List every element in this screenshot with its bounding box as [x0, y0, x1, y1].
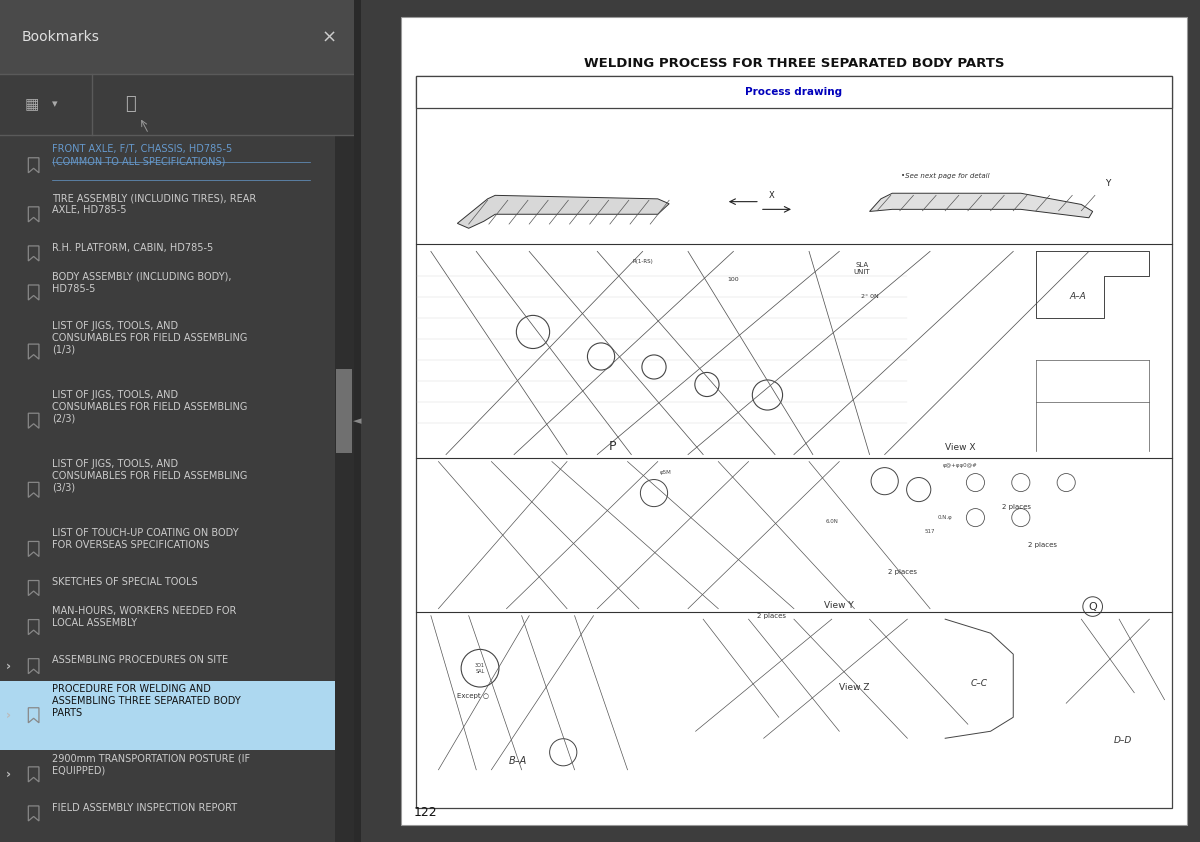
- Text: X: X: [769, 190, 775, 200]
- Text: R.H. PLATFORM, CABIN, HD785-5: R.H. PLATFORM, CABIN, HD785-5: [53, 242, 214, 253]
- Text: TIRE ASSEMBLY (INCLUDING TIRES), REAR
AXLE, HD785-5: TIRE ASSEMBLY (INCLUDING TIRES), REAR AX…: [53, 194, 257, 216]
- Text: 100: 100: [727, 277, 739, 282]
- Text: View X: View X: [946, 443, 976, 452]
- Text: ×: ×: [322, 28, 337, 46]
- Text: Except ○: Except ○: [457, 693, 490, 699]
- Text: 517: 517: [925, 529, 935, 534]
- Text: P: P: [608, 440, 616, 453]
- Text: LIST OF TOUCH-UP COATING ON BODY
FOR OVERSEAS SPECIFICATIONS: LIST OF TOUCH-UP COATING ON BODY FOR OVE…: [53, 528, 239, 550]
- Text: FIELD ASSEMBLY INSPECTION REPORT: FIELD ASSEMBLY INSPECTION REPORT: [53, 802, 238, 813]
- Bar: [415, 76, 1172, 808]
- Text: SLA
UNIT: SLA UNIT: [853, 263, 870, 275]
- Bar: [415, 76, 1172, 108]
- Text: φ5M: φ5M: [660, 470, 671, 475]
- Text: 0.N.φ: 0.N.φ: [938, 515, 953, 520]
- Text: ▦: ▦: [25, 97, 40, 112]
- Text: R(1-RS): R(1-RS): [632, 259, 653, 264]
- Text: 2° 0N: 2° 0N: [860, 295, 878, 300]
- Polygon shape: [457, 195, 670, 228]
- Text: LIST OF JIGS, TOOLS, AND
CONSUMABLES FOR FIELD ASSEMBLING
(2/3): LIST OF JIGS, TOOLS, AND CONSUMABLES FOR…: [53, 390, 247, 424]
- Text: B–A: B–A: [509, 755, 527, 765]
- Text: Process drawing: Process drawing: [745, 87, 842, 97]
- Text: WELDING PROCESS FOR THREE SEPARATED BODY PARTS: WELDING PROCESS FOR THREE SEPARATED BODY…: [583, 56, 1004, 70]
- Bar: [335, 135, 354, 842]
- Text: C–C: C–C: [971, 679, 988, 688]
- Text: Q: Q: [1088, 601, 1097, 611]
- Text: MAN-HOURS, WORKERS NEEDED FOR
LOCAL ASSEMBLY: MAN-HOURS, WORKERS NEEDED FOR LOCAL ASSE…: [53, 606, 236, 628]
- Text: Y: Y: [1105, 179, 1110, 188]
- Text: SKETCHES OF SPECIAL TOOLS: SKETCHES OF SPECIAL TOOLS: [53, 577, 198, 587]
- Text: A–A: A–A: [1069, 292, 1086, 301]
- Text: ⌕: ⌕: [126, 95, 137, 114]
- Text: ▾: ▾: [52, 99, 58, 109]
- Text: BODY ASSEMBLY (INCLUDING BODY),
HD785-5: BODY ASSEMBLY (INCLUDING BODY), HD785-5: [53, 272, 232, 294]
- Text: 3O1
SAL: 3O1 SAL: [475, 663, 485, 674]
- Text: ◄: ◄: [353, 416, 361, 426]
- Text: 2 places: 2 places: [888, 569, 918, 575]
- Text: φ@+φφ0@#: φ@+φφ0@#: [943, 462, 978, 467]
- Bar: [354, 0, 361, 842]
- Text: 6.0N: 6.0N: [826, 519, 838, 524]
- Text: ›: ›: [6, 659, 12, 673]
- Text: ASSEMBLING PROCEDURES ON SITE: ASSEMBLING PROCEDURES ON SITE: [53, 655, 228, 665]
- Text: 2 places: 2 places: [1002, 504, 1031, 510]
- Text: LIST OF JIGS, TOOLS, AND
CONSUMABLES FOR FIELD ASSEMBLING
(3/3): LIST OF JIGS, TOOLS, AND CONSUMABLES FOR…: [53, 459, 247, 493]
- Text: 2 places: 2 places: [1028, 542, 1057, 548]
- Text: 2900mm TRANSPORTATION POSTURE (IF
EQUIPPED): 2900mm TRANSPORTATION POSTURE (IF EQUIPP…: [53, 754, 251, 775]
- Bar: [0, 0, 354, 74]
- Text: 2 places: 2 places: [757, 613, 786, 619]
- Polygon shape: [870, 194, 1093, 218]
- Text: ›: ›: [6, 768, 12, 781]
- Text: View Y: View Y: [824, 600, 854, 610]
- Text: D–D: D–D: [1114, 736, 1132, 745]
- Bar: [0, 680, 335, 750]
- Text: Bookmarks: Bookmarks: [22, 30, 100, 44]
- Text: ›: ›: [6, 709, 12, 722]
- Text: FRONT AXLE, F/T, CHASSIS, HD785-5
(COMMON TO ALL SPECIFICATIONS): FRONT AXLE, F/T, CHASSIS, HD785-5 (COMMO…: [53, 144, 233, 167]
- Text: LIST OF JIGS, TOOLS, AND
CONSUMABLES FOR FIELD ASSEMBLING
(1/3): LIST OF JIGS, TOOLS, AND CONSUMABLES FOR…: [53, 321, 247, 354]
- Text: •See next page for detail: •See next page for detail: [901, 173, 990, 179]
- Text: View Z: View Z: [839, 684, 870, 692]
- Text: PROCEDURE FOR WELDING AND
ASSEMBLING THREE SEPARATED BODY
PARTS: PROCEDURE FOR WELDING AND ASSEMBLING THR…: [53, 685, 241, 718]
- Text: 122: 122: [413, 806, 437, 819]
- Bar: [336, 369, 353, 453]
